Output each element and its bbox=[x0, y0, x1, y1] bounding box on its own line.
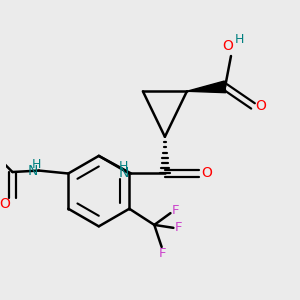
Text: O: O bbox=[255, 99, 266, 113]
Text: H: H bbox=[235, 33, 244, 46]
Text: F: F bbox=[172, 204, 179, 217]
Polygon shape bbox=[187, 81, 226, 93]
Text: H: H bbox=[119, 160, 128, 173]
Text: H: H bbox=[31, 158, 41, 171]
Text: O: O bbox=[201, 167, 212, 181]
Text: O: O bbox=[222, 39, 233, 53]
Text: F: F bbox=[175, 221, 182, 234]
Text: F: F bbox=[158, 247, 166, 260]
Text: N: N bbox=[119, 167, 129, 181]
Text: N: N bbox=[28, 164, 38, 178]
Text: O: O bbox=[0, 197, 10, 211]
